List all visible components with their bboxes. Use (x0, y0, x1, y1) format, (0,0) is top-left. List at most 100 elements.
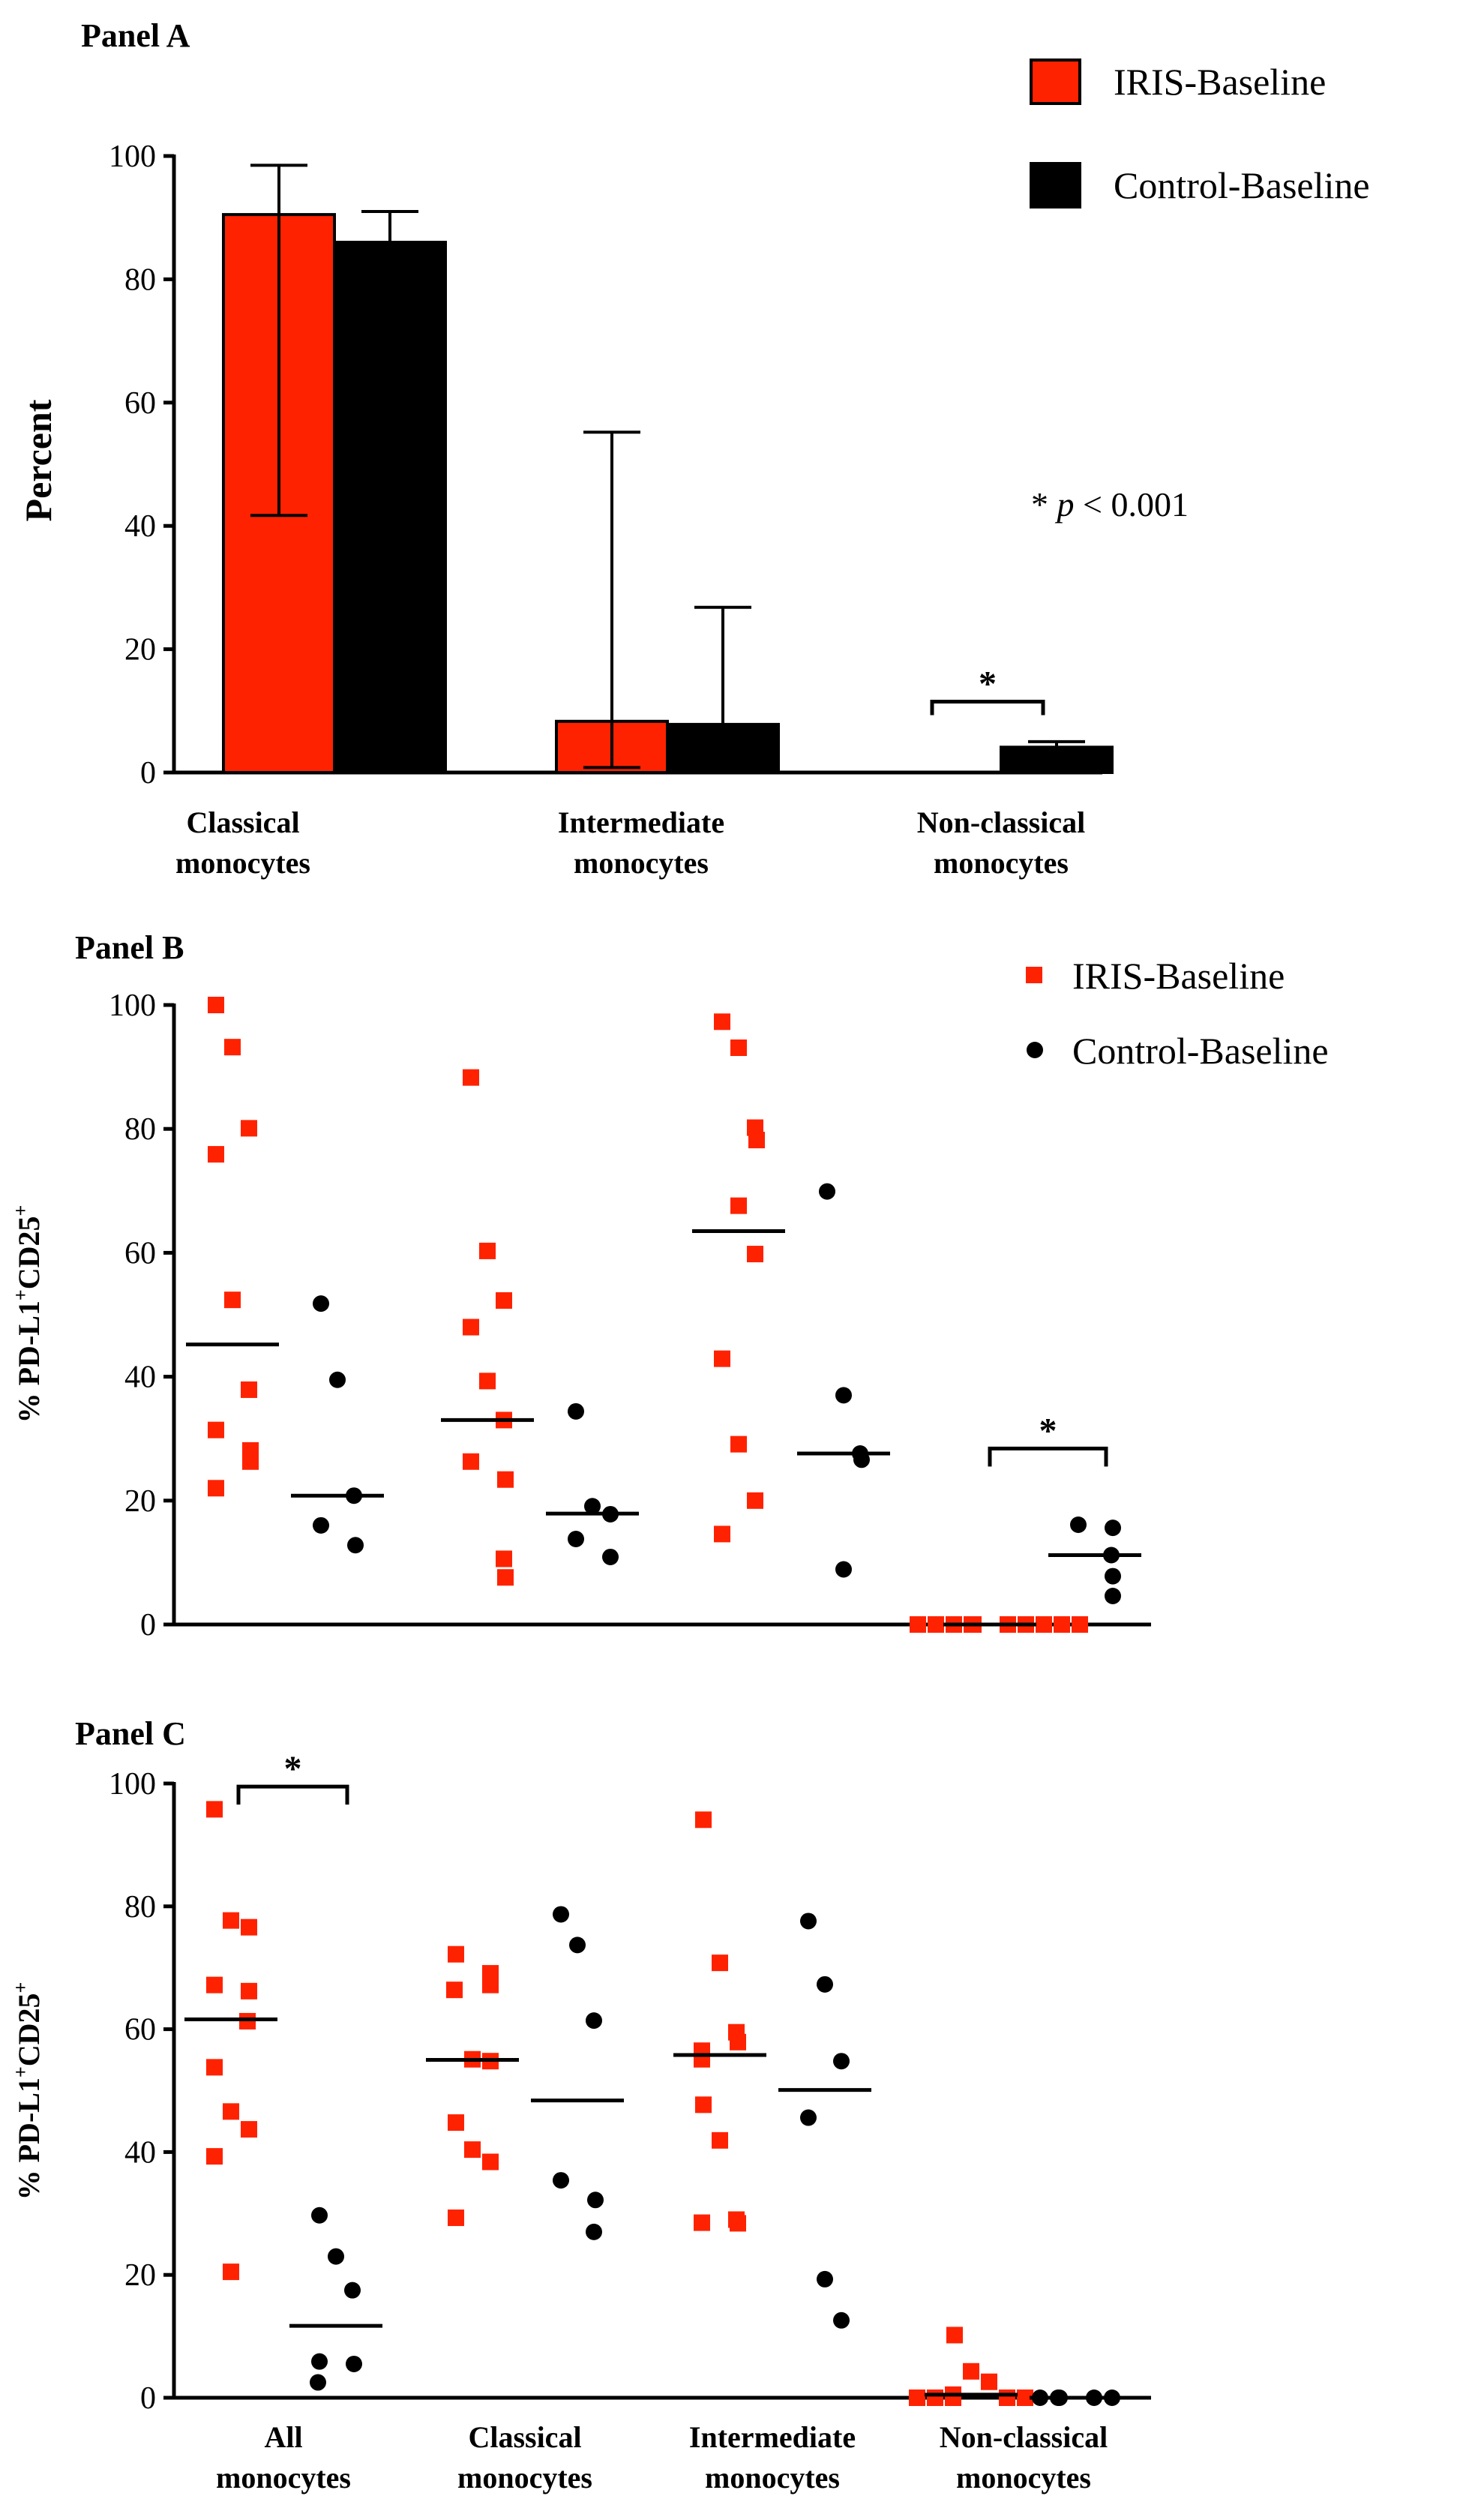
iris-point (714, 1350, 730, 1367)
panel-b-y-label-sup1: + (10, 1289, 31, 1300)
panel-c-y-label-cd25: CD25 (12, 1993, 46, 2066)
iris-point (730, 1039, 747, 1056)
iris-point (224, 1039, 241, 1056)
panel-a-y-tick-label: 0 (140, 756, 156, 790)
panel-c-points: * (184, 1749, 1123, 2406)
panel-c-y-tick-label: 100 (109, 1767, 156, 1802)
panel-b-y-label-cd25: CD25 (12, 1216, 46, 1289)
control-point (311, 2353, 328, 2370)
panel-a-y-label: Percent (17, 399, 59, 521)
iris-point (242, 1453, 259, 1470)
iris-point (695, 1811, 712, 1828)
panel-b-y-tick-label: 80 (124, 1112, 156, 1147)
control-point (346, 2355, 362, 2372)
iris-point (497, 1471, 514, 1488)
iris-point (496, 1550, 512, 1568)
control-point (344, 2282, 361, 2299)
panel-b: Panel B IRIS-Baseline Control-Baseline %… (10, 929, 1329, 1642)
control-point (568, 1402, 584, 1420)
panel-c-y-tick-label: 20 (124, 2258, 156, 2293)
iris-point (479, 1372, 496, 1390)
control-point (1105, 1520, 1121, 1537)
panel-b-y-tick-label: 0 (140, 1608, 156, 1642)
panel-b-y-label: % PD-L1+CD25+ (10, 1205, 46, 1424)
panel-b-y-tick-label: 60 (124, 1236, 156, 1270)
control-point (587, 2192, 604, 2209)
iris-point (730, 2033, 746, 2050)
iris-point (694, 2214, 710, 2231)
panel-c-y-label-sup1: + (10, 2066, 31, 2078)
panel-a-y-tick-label: 100 (109, 140, 156, 174)
panel-a: Panel A IRIS-Baseline Control-Baseline P… (17, 17, 1370, 880)
control-point (568, 1531, 584, 1548)
iris-point (241, 1120, 257, 1137)
iris-point (1036, 1616, 1052, 1633)
iris-point (712, 2132, 728, 2149)
iris-point (224, 1292, 241, 1309)
panel-b-points: * (186, 997, 1141, 1633)
control-point (328, 2248, 344, 2265)
panel-b-y-label-sup2: + (10, 1205, 31, 1216)
p-value-note: * p < 0.001 (1031, 485, 1189, 524)
p-value-star: * (1031, 485, 1057, 524)
iris-point (479, 1242, 496, 1259)
legend-a-control-label: Control-Baseline (1114, 164, 1370, 206)
panel-c-x-tick-label: monocytes (705, 2461, 840, 2494)
panel-c-y-axis: 0 20 40 60 80 100 (109, 1767, 1151, 2416)
panel-a-x-tick-label: monocytes (934, 846, 1069, 880)
legend-b-iris-label: IRIS-Baseline (1072, 955, 1285, 997)
control-point (569, 1936, 586, 1954)
iris-point (496, 1292, 512, 1310)
legend-a-control-swatch (1030, 162, 1081, 208)
p-value-letter: p (1055, 485, 1075, 524)
iris-point (463, 1318, 479, 1336)
iris-point (963, 2362, 979, 2380)
legend-b-iris-marker (1026, 967, 1042, 983)
control-point (313, 1516, 329, 1534)
iris-point (730, 2215, 746, 2232)
panel-a-x-tick-label: Non-classical (917, 806, 1085, 839)
iris-point (497, 1569, 514, 1586)
iris-point (981, 2373, 997, 2390)
panel-a-title: Panel A (81, 17, 190, 54)
iris-point (747, 1492, 763, 1509)
panel-b-title: Panel B (75, 929, 184, 966)
panel-a-y-tick-label: 60 (124, 386, 156, 421)
panel-c-y-label: % PD-L1+CD25+ (10, 1982, 46, 2200)
iris-point (1017, 2390, 1033, 2406)
panel-a-x-tick-label: monocytes (175, 846, 310, 880)
legend-b-control-label: Control-Baseline (1072, 1030, 1329, 1072)
iris-point (695, 2096, 712, 2114)
panel-a-x-tick-label: Intermediate (558, 806, 724, 839)
control-point (800, 2109, 817, 2126)
panel-b-y-tick-label: 100 (109, 988, 156, 1023)
iris-point (208, 1480, 224, 1497)
control-point (817, 1976, 833, 1993)
panel-c-significance-bracket (236, 1784, 349, 1805)
iris-point (730, 1197, 747, 1214)
panel-c-title: Panel C (75, 1715, 186, 1752)
legend-a-iris-swatch (1030, 58, 1081, 105)
panel-b-y-label-pdl1: % PD-L1 (12, 1300, 46, 1423)
iris-point (1054, 1616, 1070, 1633)
iris-point (223, 2264, 239, 2281)
iris-point (482, 2153, 499, 2170)
iris-point (747, 1246, 763, 1263)
panel-a-x-tick-label: Classical (186, 806, 299, 839)
iris-point (482, 1976, 499, 1994)
panel-c-y-tick-label: 40 (124, 2135, 156, 2170)
legend-b-control-marker (1027, 1042, 1043, 1058)
panel-c-x-tick-label: monocytes (457, 2461, 592, 2494)
panel-b-y-tick-label: 20 (124, 1484, 156, 1519)
bar-control (1000, 746, 1114, 774)
iris-point (223, 2103, 239, 2120)
iris-point (927, 2390, 943, 2406)
panel-c-x-tick-label: monocytes (216, 2461, 351, 2494)
iris-point (946, 2326, 963, 2344)
panel-a-significance-bracket (930, 699, 1045, 716)
iris-point (206, 2059, 223, 2076)
control-point (586, 2223, 602, 2240)
control-point (853, 1451, 870, 1468)
